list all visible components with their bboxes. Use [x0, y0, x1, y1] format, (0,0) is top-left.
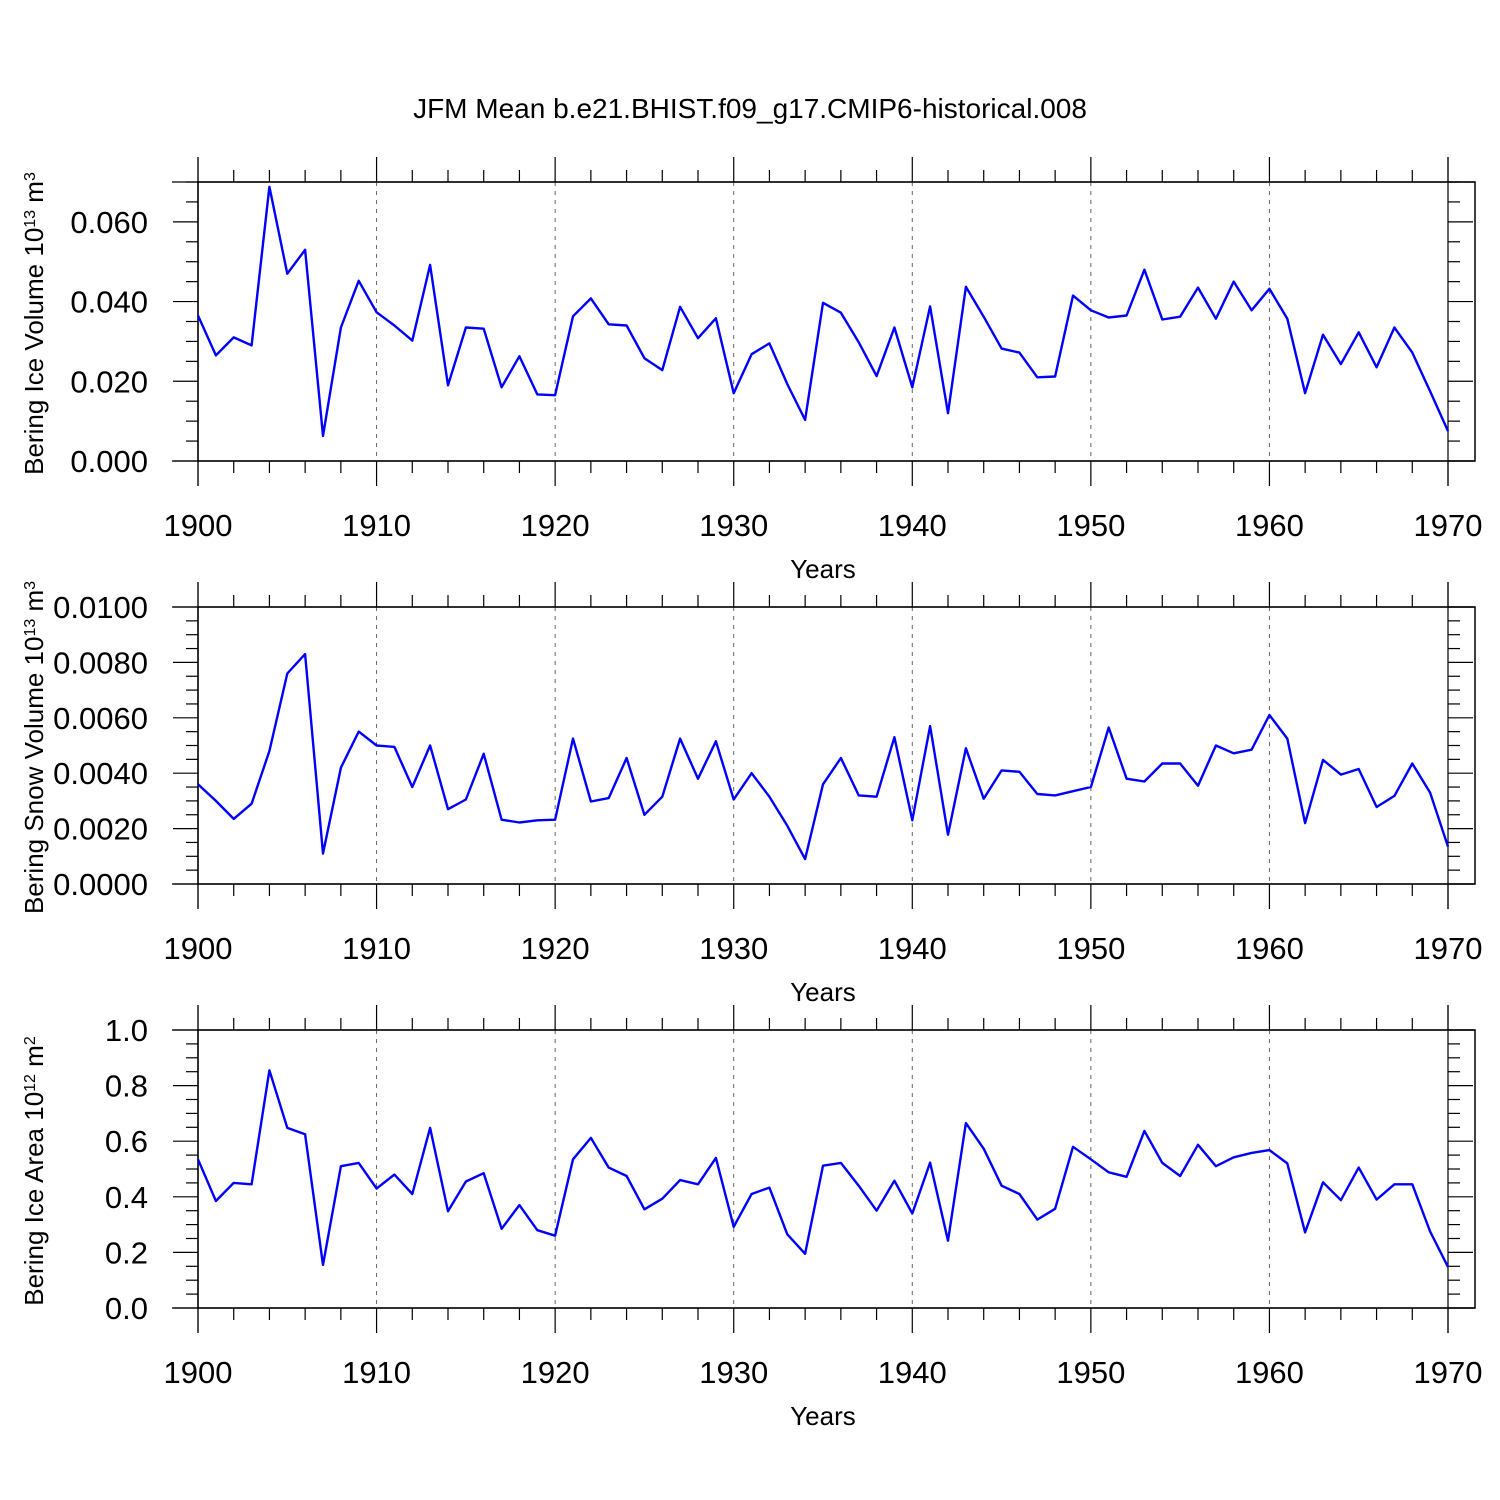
- x-tick-label: 1940: [878, 1355, 947, 1390]
- y-tick-label: 0.2: [105, 1235, 148, 1270]
- x-tick-label: 1960: [1235, 508, 1304, 543]
- chart-panel-1: 1900 1910 1920 1930 1940 1950 1960 1970 Years 0.0…: [19, 157, 1482, 584]
- x-tick-label: 1930: [699, 1355, 768, 1390]
- x-tick-label: 1970: [1414, 508, 1483, 543]
- x-axis-label: Years: [790, 1401, 856, 1431]
- x-tick-label: 1920: [521, 508, 590, 543]
- x-tick-label: 1930: [699, 508, 768, 543]
- y-tick-label: 1.0: [105, 1013, 148, 1048]
- y-tick-label: 0.0020: [53, 812, 148, 847]
- y-tick-label: 0.0000: [53, 867, 148, 902]
- x-tick-label: 1910: [342, 931, 411, 966]
- panels: 1900 1910 1920 1930 1940 1950 1960 1970 Years 0.0…: [19, 157, 1482, 1431]
- x-tick-label: 1940: [878, 931, 947, 966]
- y-tick-label: 0.0060: [53, 701, 148, 736]
- x-tick-label: 1930: [699, 931, 768, 966]
- y-tick-label: 0.8: [105, 1069, 148, 1104]
- x-tick-label: 1910: [342, 1355, 411, 1390]
- x-axis-label: Years: [790, 554, 856, 584]
- x-tick-label: 1960: [1235, 931, 1304, 966]
- x-tick-label: 1900: [164, 508, 233, 543]
- y-axis-label: Bering Ice Volume 1013 m3: [19, 172, 49, 475]
- y-tick-label: 0.020: [70, 364, 148, 399]
- x-tick-label: 1950: [1056, 1355, 1125, 1390]
- y-axis-label: Bering Snow Volume 1013 m3: [19, 581, 49, 914]
- x-tick-label: 1950: [1056, 931, 1125, 966]
- y-tick-label: 0.000: [70, 444, 148, 479]
- x-tick-label: 1920: [521, 1355, 590, 1390]
- y-tick-label: 0.0100: [53, 590, 148, 625]
- y-tick-label: 0.0080: [53, 645, 148, 680]
- chart-panel-3: 1900 1910 1920 1930 1940 1950 1960 1970 Years 0.0…: [19, 1005, 1482, 1431]
- x-tick-label: 1970: [1414, 1355, 1483, 1390]
- y-tick-label: 0.0040: [53, 756, 148, 791]
- x-tick-label: 1910: [342, 508, 411, 543]
- plot-frame: [197, 1029, 1476, 1309]
- y-axis-label: Bering Ice Area 1012 m2: [19, 1036, 49, 1306]
- x-tick-label: 1900: [164, 1355, 233, 1390]
- y-tick-label: 0.0: [105, 1291, 148, 1326]
- y-tick-label: 0.6: [105, 1124, 148, 1159]
- chart-panel-2: 1900 1910 1920 1930 1940 1950 1960 1970 Years 0.0…: [19, 581, 1482, 1007]
- x-axis-label: Years: [790, 977, 856, 1007]
- y-tick-label: 0.040: [70, 285, 148, 320]
- x-tick-label: 1950: [1056, 508, 1125, 543]
- x-tick-label: 1960: [1235, 1355, 1304, 1390]
- series-line: [196, 1069, 1450, 1268]
- series-line: [196, 185, 1450, 438]
- x-tick-label: 1900: [164, 931, 233, 966]
- y-tick-label: 0.060: [70, 205, 148, 240]
- series-line: [197, 652, 1450, 861]
- y-tick-label: 0.4: [105, 1180, 148, 1215]
- figure-title: JFM Mean b.e21.BHIST.f09_g17.CMIP6-histo…: [413, 93, 1087, 124]
- x-tick-label: 1940: [878, 508, 947, 543]
- x-tick-label: 1970: [1414, 931, 1483, 966]
- x-tick-label: 1920: [521, 931, 590, 966]
